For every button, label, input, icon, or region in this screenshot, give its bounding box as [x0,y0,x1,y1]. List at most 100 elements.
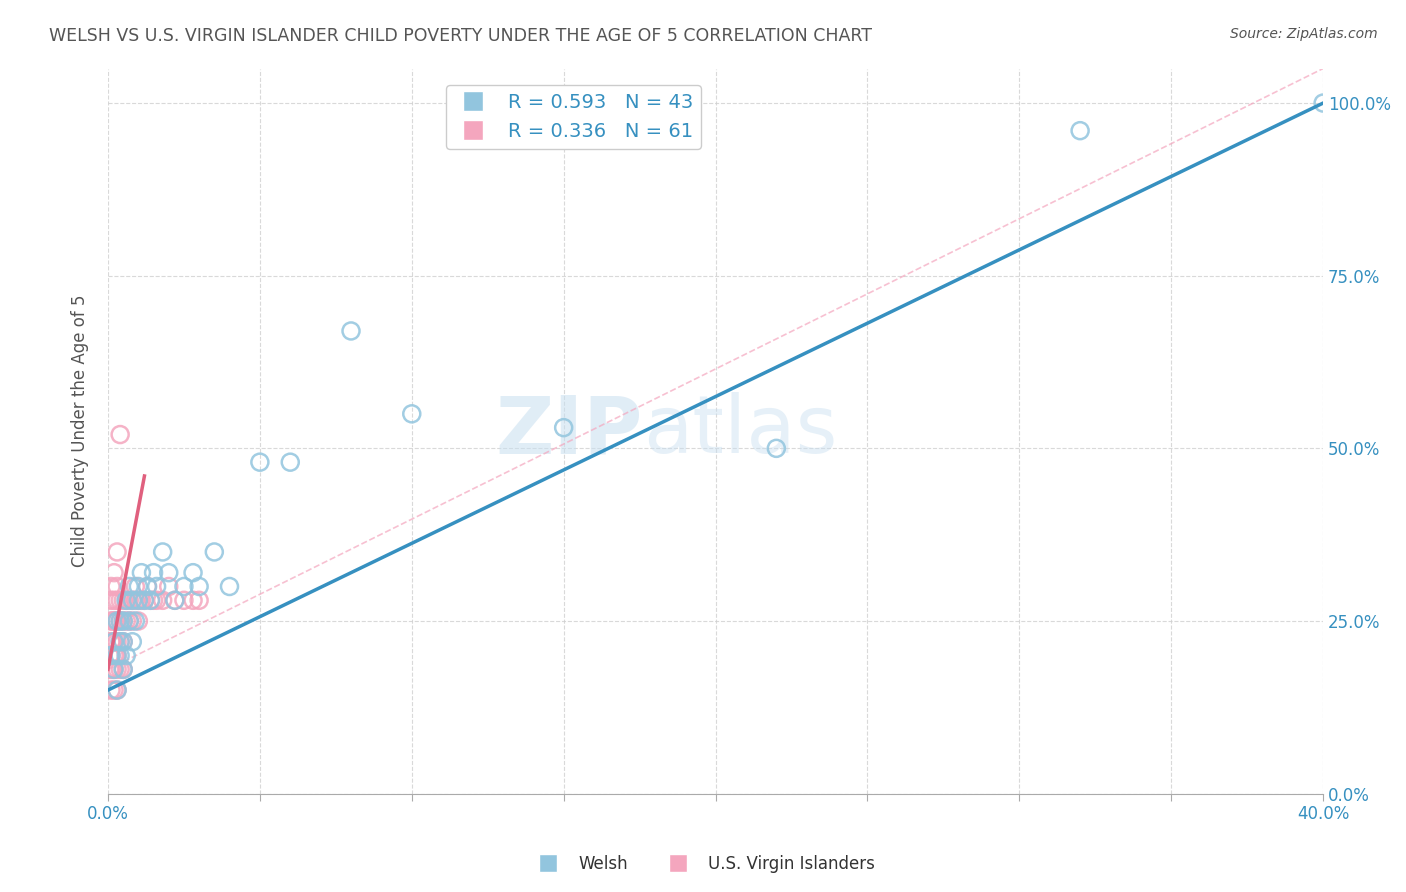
Point [108,634,131,648]
Point [112,662,135,676]
Point [101,614,124,628]
Point [157,566,180,580]
Point [131,566,153,580]
Point [108,662,131,676]
Point [112,593,135,607]
Point [103,614,125,628]
Point [103,683,125,698]
Point [278,455,301,469]
Point [142,566,165,580]
Point [121,593,143,607]
Point [115,593,138,607]
Point [127,614,149,628]
Point [181,593,204,607]
Point [98,648,121,663]
Text: ZIP: ZIP [495,392,643,470]
Point [127,593,149,607]
Point [108,427,131,442]
Point [100,593,122,607]
Point [101,662,124,676]
Point [108,634,131,648]
Point [163,593,186,607]
Point [100,662,122,676]
Point [112,634,135,648]
Point [121,614,143,628]
Point [136,579,159,593]
Point [103,566,125,580]
Point [145,579,167,593]
Text: Source: ZipAtlas.com: Source: ZipAtlas.com [1230,27,1378,41]
Point [118,593,141,607]
Legend: Welsh, U.S. Virgin Islanders: Welsh, U.S. Virgin Islanders [524,848,882,880]
Point [100,579,122,593]
Point [202,545,225,559]
Point [104,614,127,628]
Point [188,579,211,593]
Point [108,614,131,628]
Point [105,579,128,593]
Point [152,593,174,607]
Text: WELSH VS U.S. VIRGIN ISLANDER CHILD POVERTY UNDER THE AGE OF 5 CORRELATION CHART: WELSH VS U.S. VIRGIN ISLANDER CHILD POVE… [49,27,872,45]
Point [105,634,128,648]
Point [134,593,156,607]
Point [139,593,162,607]
Point [108,648,131,663]
Point [103,634,125,648]
Point [553,420,575,434]
Point [1069,123,1091,137]
Point [100,648,122,663]
Point [124,593,146,607]
Point [112,662,135,676]
Point [100,614,122,628]
Point [163,593,186,607]
Point [173,579,195,593]
Text: atlas: atlas [643,392,837,470]
Point [118,614,141,628]
Legend: R = 0.593   N = 43, R = 0.336   N = 61: R = 0.593 N = 43, R = 0.336 N = 61 [446,86,702,149]
Point [115,614,138,628]
Point [181,566,204,580]
Point [103,634,125,648]
Point [765,442,787,456]
Point [105,683,128,698]
Point [100,634,122,648]
Point [188,593,211,607]
Point [112,634,135,648]
Point [124,579,146,593]
Point [124,614,146,628]
Point [108,593,131,607]
Point [100,634,122,648]
Point [121,593,143,607]
Point [152,545,174,559]
Point [127,579,149,593]
Point [103,662,125,676]
Point [121,634,143,648]
Point [1312,96,1334,111]
Point [105,648,128,663]
Point [98,662,121,676]
Point [103,662,125,676]
Point [100,683,122,698]
Point [131,593,153,607]
Point [103,648,125,663]
Point [101,634,124,648]
Point [142,593,165,607]
Point [100,648,122,663]
Point [139,593,162,607]
Point [112,614,135,628]
Point [145,593,167,607]
Point [134,593,156,607]
Point [218,579,240,593]
Point [112,614,135,628]
Point [105,593,128,607]
Point [173,593,195,607]
Point [401,407,423,421]
Y-axis label: Child Poverty Under the Age of 5: Child Poverty Under the Age of 5 [72,295,89,567]
Point [340,324,363,338]
Point [105,545,128,559]
Point [127,593,149,607]
Point [115,648,138,663]
Point [115,593,138,607]
Point [103,593,125,607]
Point [105,683,128,698]
